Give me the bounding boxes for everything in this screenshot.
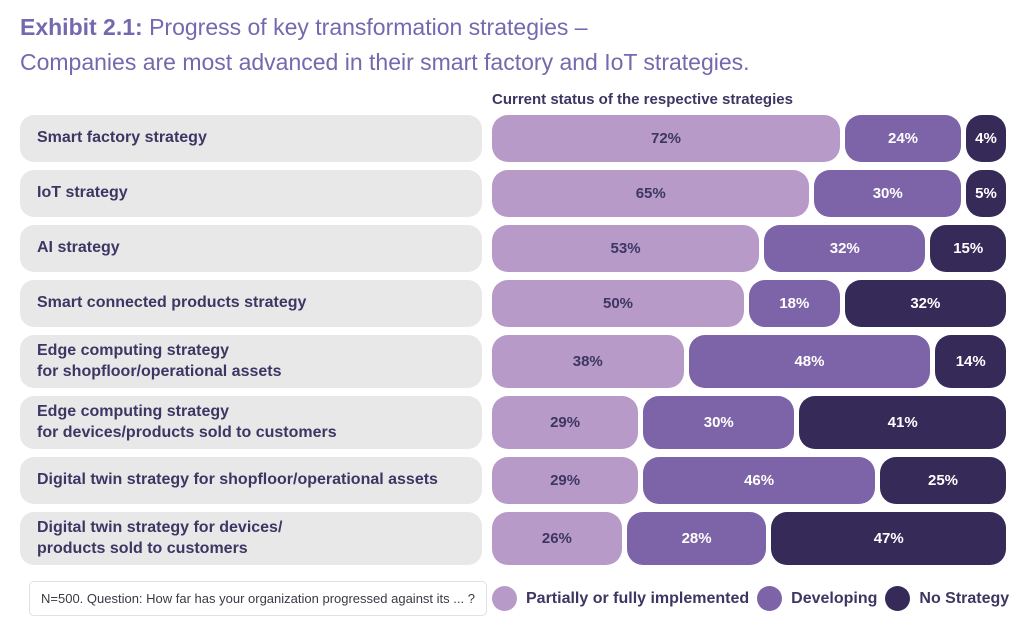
strategy-row: Edge computing strategy for shopfloor/ope… bbox=[20, 335, 1006, 388]
bar-segment-partially-or-fully-implemented: 72% bbox=[492, 115, 840, 162]
bar-segment-developing: 28% bbox=[626, 512, 767, 565]
footnote: N=500. Question: How far has your organi… bbox=[29, 581, 487, 616]
strategy-row: Edge computing strategy for devices/produ… bbox=[20, 396, 1006, 449]
bar-segment-no-strategy: 15% bbox=[930, 225, 1006, 272]
strategy-label: Smart factory strategy bbox=[20, 115, 482, 162]
strategy-label: Edge computing strategy for shopfloor/ope… bbox=[20, 335, 482, 388]
strategy-label-line: Digital twin strategy for devices/ bbox=[37, 518, 283, 536]
legend-label: Partially or fully implemented bbox=[526, 589, 750, 607]
strategy-row: AI strategy 53% 32% 15% bbox=[20, 225, 1006, 272]
stacked-bar: 38% 48% 14% bbox=[492, 335, 1006, 388]
bar-segment-developing: 30% bbox=[643, 396, 795, 449]
legend-item-no-strategy: No Strategy bbox=[885, 586, 1009, 611]
chart-header: Current status of the respective strateg… bbox=[492, 91, 793, 108]
label-column-spacer bbox=[20, 91, 492, 108]
strategy-label-line: AI strategy bbox=[37, 239, 120, 257]
legend-label: No Strategy bbox=[919, 589, 1010, 607]
strategy-label: AI strategy bbox=[20, 225, 482, 272]
legend: Partially or fully implemented Developing… bbox=[492, 586, 1009, 611]
legend-swatch-icon bbox=[885, 586, 911, 611]
bar-segment-developing: 48% bbox=[688, 335, 931, 388]
bar-segment-no-strategy: 14% bbox=[935, 335, 1006, 388]
strategy-label-line: Edge computing strategy bbox=[37, 341, 230, 359]
chart-rows: Smart factory strategy 72% 24% 4% IoT strate… bbox=[20, 115, 1006, 565]
bar-segment-partially-or-fully-implemented: 26% bbox=[492, 512, 622, 565]
stacked-bar: 29% 30% 41% bbox=[492, 396, 1006, 449]
legend-item-partially-or-fully-implemented: Partially or fully implemented bbox=[492, 586, 749, 611]
strategy-label-line: for shopfloor/operational assets bbox=[37, 362, 282, 380]
bar-segment-developing: 32% bbox=[764, 225, 926, 272]
strategy-label: Smart connected products strategy bbox=[20, 280, 482, 327]
strategy-label-line: Smart factory strategy bbox=[37, 129, 207, 147]
bar-segment-partially-or-fully-implemented: 38% bbox=[492, 335, 684, 388]
bar-segment-developing: 30% bbox=[814, 170, 961, 217]
strategy-label-line: products sold to customers bbox=[37, 539, 248, 557]
stacked-bar: 65% 30% 5% bbox=[492, 170, 1006, 217]
legend-item-developing: Developing bbox=[757, 586, 877, 611]
bar-segment-no-strategy: 41% bbox=[799, 396, 1006, 449]
footer-left: N=500. Question: How far has your organi… bbox=[20, 581, 492, 616]
strategy-row: Smart factory strategy 72% 24% 4% bbox=[20, 115, 1006, 162]
bar-segment-developing: 24% bbox=[845, 115, 961, 162]
strategy-label: IoT strategy bbox=[20, 170, 482, 217]
stacked-bar: 72% 24% 4% bbox=[492, 115, 1006, 162]
legend-label: Developing bbox=[791, 589, 878, 607]
strategy-label: Edge computing strategy for devices/produ… bbox=[20, 396, 482, 449]
bar-segment-partially-or-fully-implemented: 29% bbox=[492, 396, 639, 449]
strategy-row: IoT strategy 65% 30% 5% bbox=[20, 170, 1006, 217]
stacked-bar: 29% 46% 25% bbox=[492, 457, 1006, 504]
bar-segment-partially-or-fully-implemented: 29% bbox=[492, 457, 639, 504]
bar-segment-no-strategy: 25% bbox=[880, 457, 1006, 504]
page-title: Exhibit 2.1: Progress of key transformat… bbox=[20, 10, 1006, 79]
bar-segment-no-strategy: 32% bbox=[844, 280, 1006, 327]
strategy-row: Smart connected products strategy 50% 18% 3… bbox=[20, 280, 1006, 327]
strategy-label-line: IoT strategy bbox=[37, 184, 128, 202]
bar-segment-partially-or-fully-implemented: 65% bbox=[492, 170, 810, 217]
bar-segment-no-strategy: 5% bbox=[966, 170, 1006, 217]
chart-footer: N=500. Question: How far has your organi… bbox=[20, 581, 1009, 616]
strategy-row: Digital twin strategy for devices/produc… bbox=[20, 512, 1006, 565]
bar-segment-partially-or-fully-implemented: 53% bbox=[492, 225, 760, 272]
chart-header-row: Current status of the respective strateg… bbox=[20, 91, 1006, 108]
legend-swatch-icon bbox=[757, 586, 783, 611]
strategy-label-line: Edge computing strategy bbox=[37, 402, 230, 420]
stacked-bar: 50% 18% 32% bbox=[492, 280, 1006, 327]
bar-segment-developing: 46% bbox=[643, 457, 875, 504]
bar-segment-no-strategy: 4% bbox=[966, 115, 1006, 162]
strategy-label-line: for devices/products sold to customers bbox=[37, 423, 337, 441]
strategy-label-line: Digital twin strategy for shopfloor/oper… bbox=[37, 471, 438, 489]
strategy-label: Digital twin strategy for devices/produc… bbox=[20, 512, 482, 565]
bar-segment-no-strategy: 47% bbox=[771, 512, 1006, 565]
stacked-bar: 53% 32% 15% bbox=[492, 225, 1006, 272]
bar-segment-partially-or-fully-implemented: 50% bbox=[492, 280, 744, 327]
strategy-label-line: Smart connected products strategy bbox=[37, 294, 307, 312]
title-line2: Companies are most advanced in their sma… bbox=[20, 48, 750, 75]
strategy-row: Digital twin strategy for shopfloor/oper… bbox=[20, 457, 1006, 504]
bar-segment-developing: 18% bbox=[749, 280, 840, 327]
exhibit-number: Exhibit 2.1: bbox=[20, 14, 143, 40]
legend-swatch-icon bbox=[492, 586, 517, 611]
stacked-bar: 26% 28% 47% bbox=[492, 512, 1006, 565]
strategy-label: Digital twin strategy for shopfloor/oper… bbox=[20, 457, 482, 504]
title-line1: Progress of key transformation strategie… bbox=[142, 14, 588, 40]
